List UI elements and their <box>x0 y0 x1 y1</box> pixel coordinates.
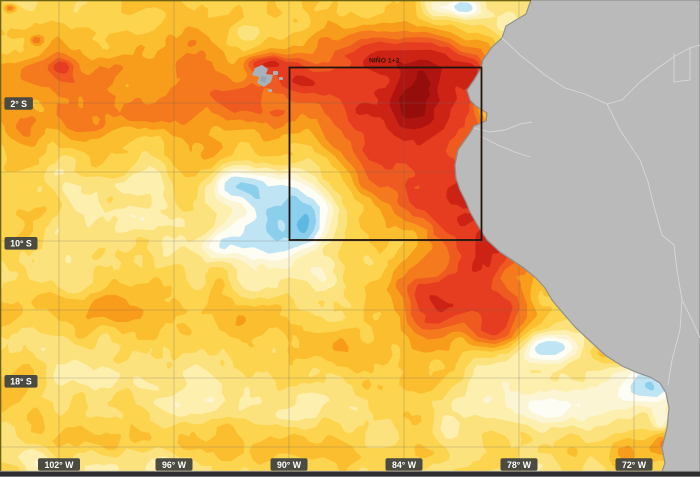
svg-text:90° W: 90° W <box>277 460 302 470</box>
svg-text:10° S: 10° S <box>10 239 32 249</box>
svg-text:78° W: 78° W <box>507 460 532 470</box>
svg-text:84° W: 84° W <box>392 460 417 470</box>
svg-text:72° W: 72° W <box>622 460 647 470</box>
svg-text:2° S: 2° S <box>10 99 27 109</box>
svg-text:96° W: 96° W <box>162 460 187 470</box>
svg-text:NIÑO 1+2: NIÑO 1+2 <box>369 56 400 65</box>
svg-text:102° W: 102° W <box>45 460 75 470</box>
svg-text:18° S: 18° S <box>10 377 32 387</box>
